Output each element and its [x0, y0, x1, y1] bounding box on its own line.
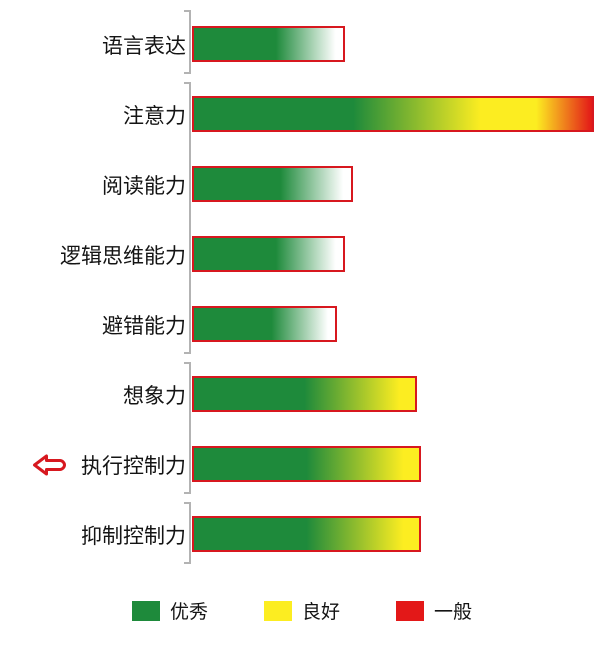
- axis-tick: [184, 562, 190, 564]
- bar-category-label: 逻辑思维能力: [60, 236, 186, 274]
- ability-chart: 优秀 良好 一般 语言表达注意力阅读能力逻辑思维能力避错能力想象力执行控制力抑制控制…: [0, 0, 604, 648]
- axis-tick: [184, 352, 190, 354]
- ability-bar: [192, 446, 421, 482]
- bar-category-label: 语言表达: [102, 26, 186, 64]
- ability-bar: [192, 96, 594, 132]
- bar-category-label: 避错能力: [102, 306, 186, 344]
- chart-legend: 优秀 良好 一般: [0, 597, 604, 624]
- legend-label: 优秀: [170, 597, 208, 624]
- plot-area: [190, 10, 600, 570]
- legend-swatch: [264, 601, 292, 621]
- legend-item: 一般: [396, 597, 472, 624]
- ability-bar: [192, 26, 345, 62]
- bar-category-label: 执行控制力: [81, 446, 186, 484]
- bar-category-label: 注意力: [123, 96, 186, 134]
- legend-swatch: [132, 601, 160, 621]
- axis-segment: [189, 362, 191, 494]
- ability-bar: [192, 236, 345, 272]
- bar-category-label: 抑制控制力: [81, 516, 186, 554]
- pointer-hand-icon: [30, 450, 66, 480]
- axis-tick: [184, 362, 190, 364]
- bar-category-label: 想象力: [123, 376, 186, 414]
- ability-bar: [192, 376, 417, 412]
- axis-tick: [184, 72, 190, 74]
- axis-tick: [184, 502, 190, 504]
- axis-tick: [184, 82, 190, 84]
- legend-item: 优秀: [132, 597, 208, 624]
- legend-item: 良好: [264, 597, 340, 624]
- ability-bar: [192, 166, 353, 202]
- axis-tick: [184, 10, 190, 12]
- axis-segment: [189, 82, 191, 354]
- legend-label: 良好: [302, 597, 340, 624]
- axis-segment: [189, 10, 191, 74]
- bar-category-label: 阅读能力: [102, 166, 186, 204]
- axis-tick: [184, 492, 190, 494]
- ability-bar: [192, 516, 421, 552]
- ability-bar: [192, 306, 337, 342]
- legend-swatch: [396, 601, 424, 621]
- legend-label: 一般: [434, 597, 472, 624]
- axis-segment: [189, 502, 191, 564]
